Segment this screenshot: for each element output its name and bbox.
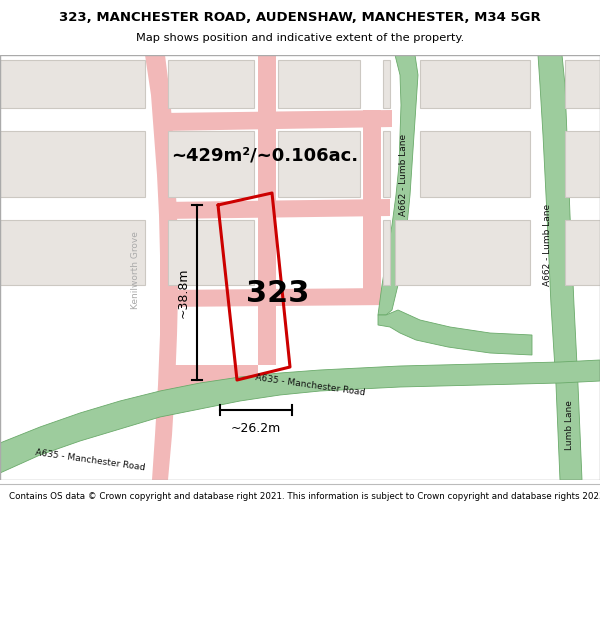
Polygon shape (378, 310, 532, 355)
Text: ~26.2m: ~26.2m (231, 422, 281, 435)
Text: A662 - Lumb Lane: A662 - Lumb Lane (544, 204, 553, 286)
Polygon shape (0, 360, 600, 473)
Polygon shape (0, 60, 145, 108)
Polygon shape (162, 288, 390, 307)
Polygon shape (258, 216, 276, 290)
Polygon shape (278, 131, 360, 197)
Text: A635 - Manchester Road: A635 - Manchester Road (254, 373, 365, 397)
Text: Lumb Lane: Lumb Lane (566, 400, 575, 450)
Text: Contains OS data © Crown copyright and database right 2021. This information is : Contains OS data © Crown copyright and d… (9, 492, 600, 501)
Polygon shape (378, 55, 418, 315)
Polygon shape (168, 220, 254, 285)
Polygon shape (363, 216, 381, 290)
Polygon shape (0, 220, 145, 285)
Polygon shape (383, 131, 390, 197)
Polygon shape (363, 110, 381, 202)
Text: 323, MANCHESTER ROAD, AUDENSHAW, MANCHESTER, M34 5GR: 323, MANCHESTER ROAD, AUDENSHAW, MANCHES… (59, 11, 541, 24)
Polygon shape (395, 220, 530, 285)
Polygon shape (162, 365, 258, 395)
Text: ~429m²/~0.106ac.: ~429m²/~0.106ac. (172, 146, 359, 164)
Polygon shape (420, 131, 530, 197)
Polygon shape (258, 305, 276, 365)
Polygon shape (383, 220, 390, 285)
Polygon shape (383, 60, 390, 108)
Polygon shape (168, 60, 254, 108)
Polygon shape (258, 55, 276, 113)
Text: A635 - Manchester Road: A635 - Manchester Road (34, 448, 146, 472)
Text: ~38.8m: ~38.8m (177, 268, 190, 318)
Polygon shape (420, 60, 530, 108)
Polygon shape (565, 220, 600, 285)
Polygon shape (145, 55, 178, 480)
Polygon shape (0, 131, 145, 197)
Polygon shape (162, 110, 392, 131)
Polygon shape (565, 131, 600, 197)
Polygon shape (168, 131, 254, 197)
Polygon shape (162, 199, 390, 219)
Text: A662 - Lumb Lane: A662 - Lumb Lane (398, 134, 407, 216)
Polygon shape (565, 60, 600, 108)
Polygon shape (258, 127, 276, 202)
Polygon shape (278, 60, 360, 108)
Text: Kenilworth Grove: Kenilworth Grove (131, 231, 140, 309)
Text: Map shows position and indicative extent of the property.: Map shows position and indicative extent… (136, 33, 464, 43)
Text: 323: 323 (247, 279, 310, 308)
Polygon shape (532, 55, 582, 480)
